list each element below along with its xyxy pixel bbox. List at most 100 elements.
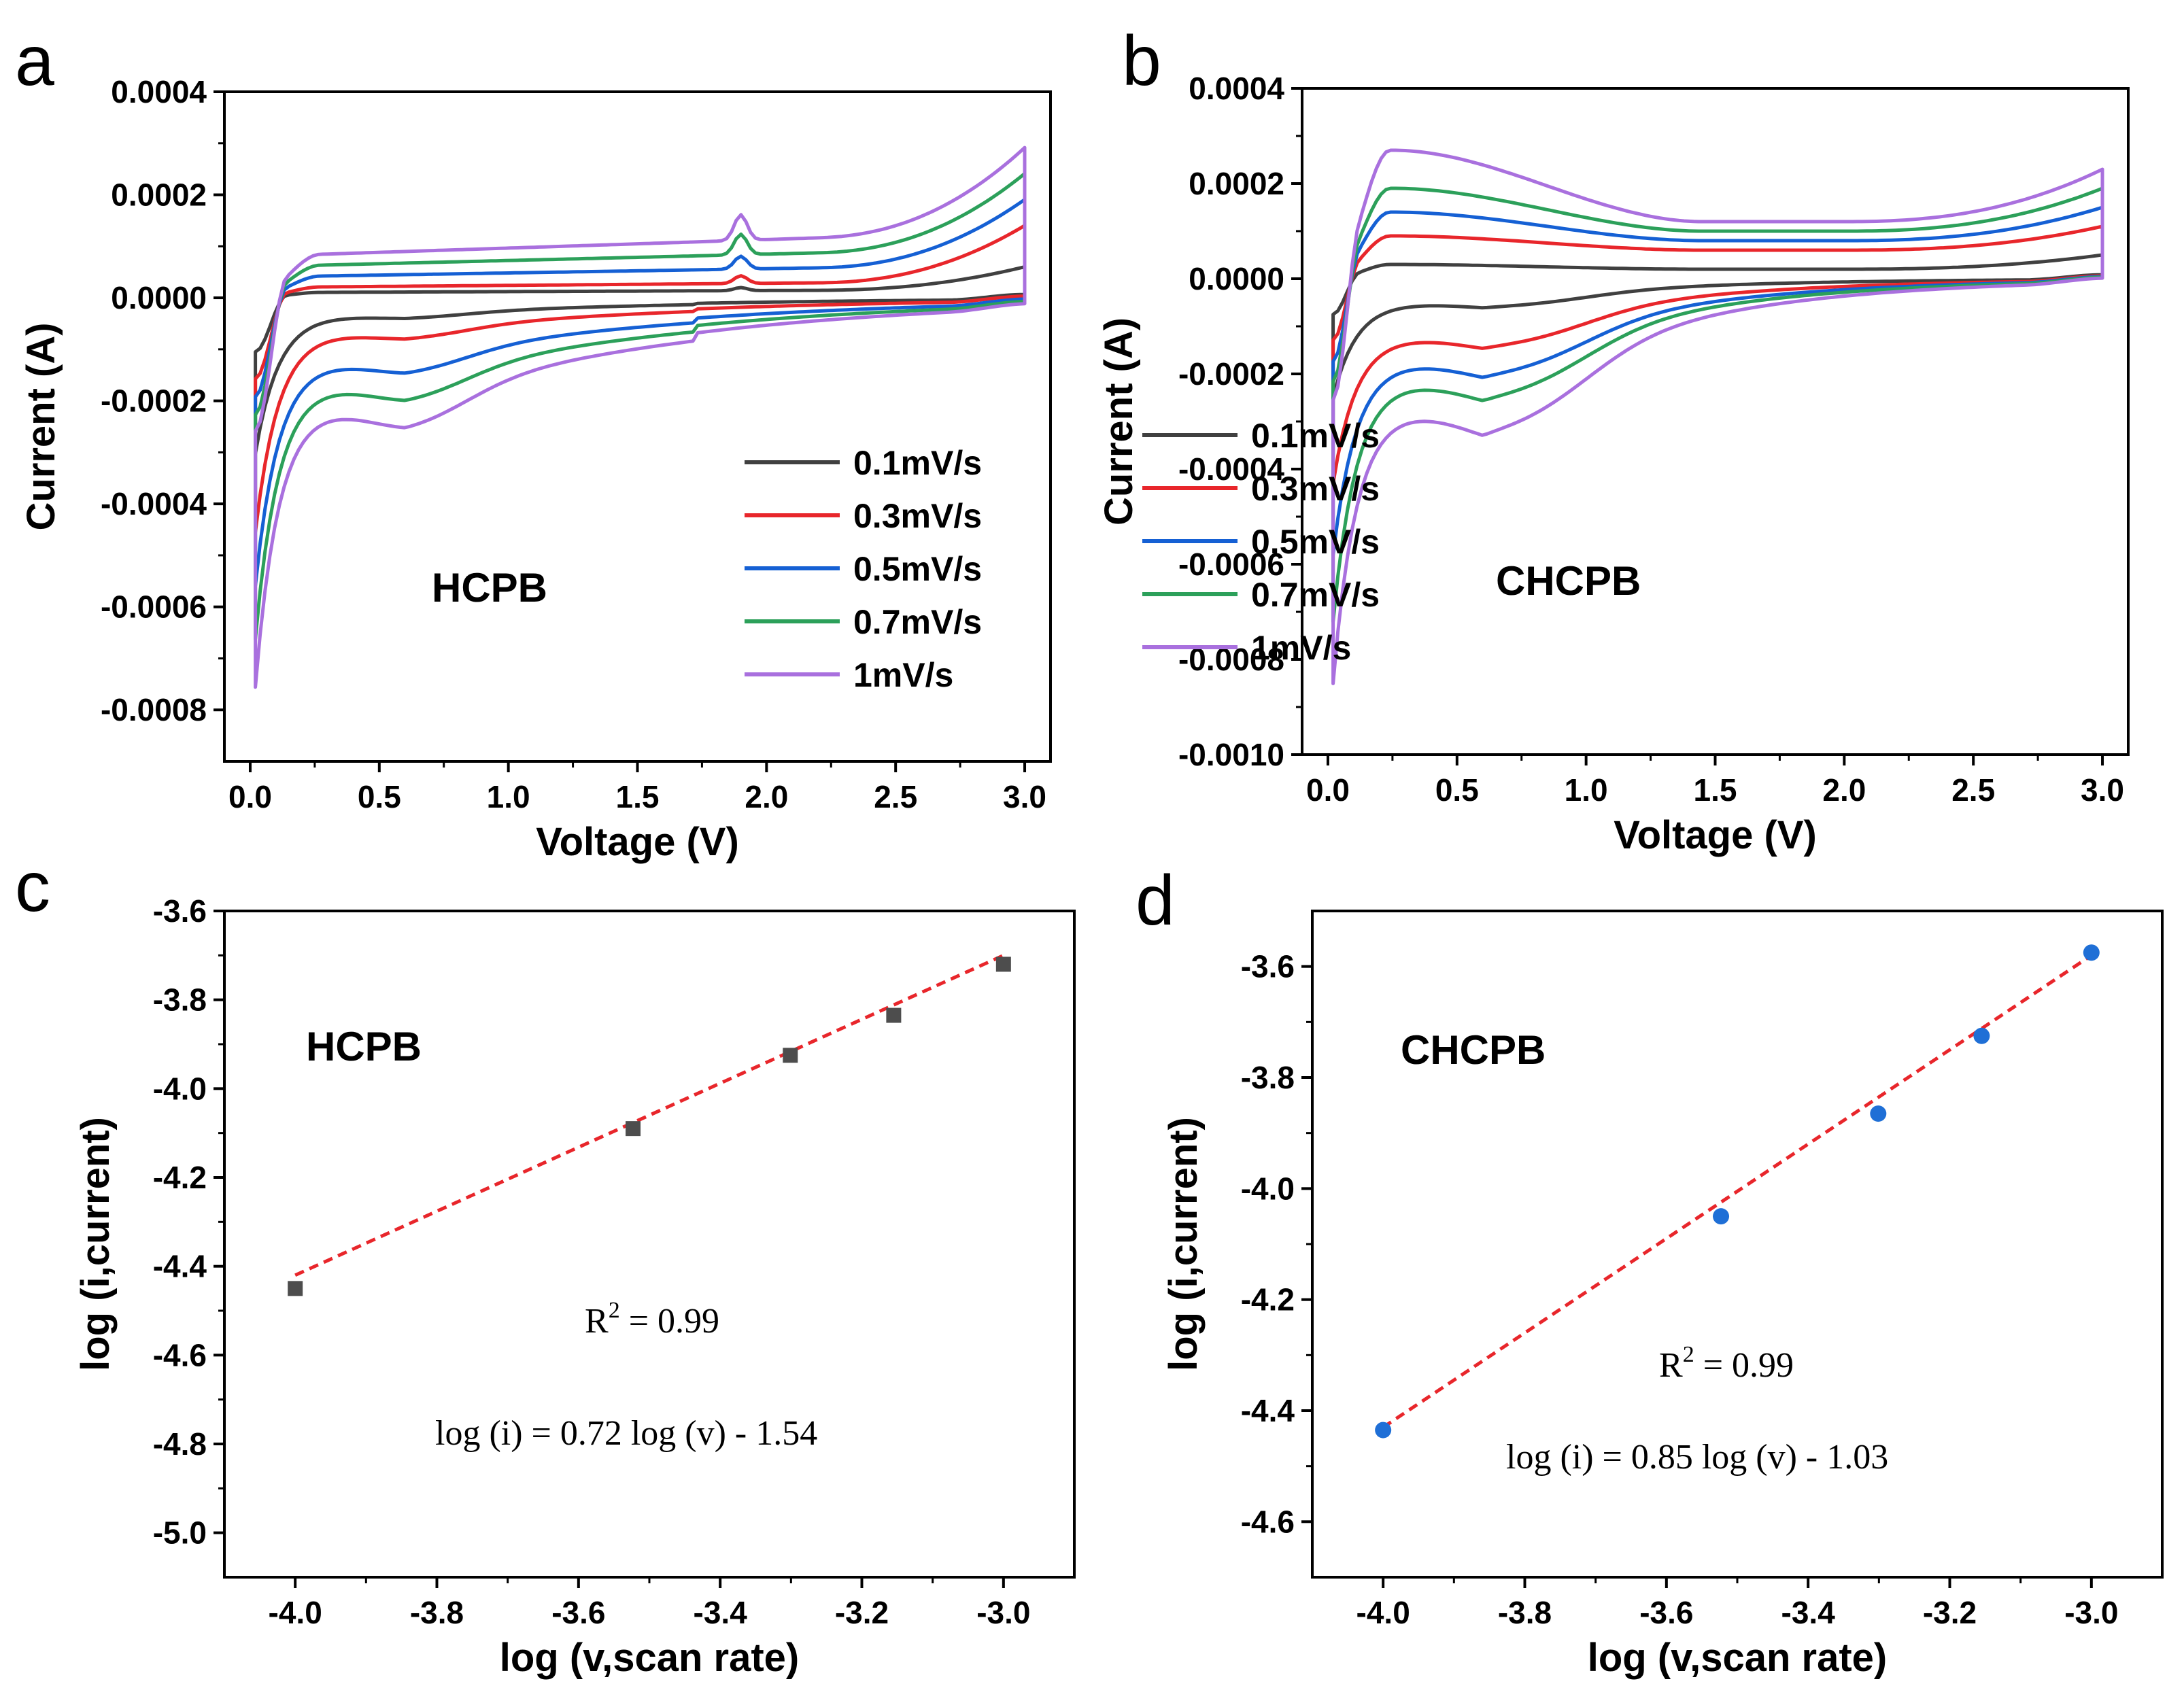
data-point [1870,1105,1887,1122]
fit-equation: log (i) = 0.72 log (v) - 1.54 [435,1414,817,1453]
data-point [288,1281,303,1296]
legend-label: 1mV/s [1251,629,1351,667]
panel-d: d -4.0 -3.8 -3.6 -3.4 -3.2 -3.0 -3.6 -3.8 -4.0 -4.… [1136,861,2164,1680]
y-tick-label: -4.6 [153,1337,207,1373]
sample-annotation: CHCPB [1496,558,1641,604]
fit-line [1382,954,2093,1429]
x-axis-label: Voltage (V) [1614,813,1817,857]
data-point [2083,944,2100,961]
panel-c: c -4.0 -3.8 -3.6 -3.4 -3.2 -3.0 -3.6 -3.8 -4.0 -4.… [15,848,1076,1680]
x-tick-label: 2.5 [1951,772,1995,808]
r-squared-label: R2 = 0.99 [1659,1342,1794,1385]
legend: 0.1mV/s 0.3mV/s 0.5mV/s 0.7mV/s 1mV/s [745,444,982,694]
x-tick-label: -3.0 [976,1595,1030,1630]
y-tick-label: -4.4 [1241,1393,1295,1428]
legend-label: 1mV/s [853,656,953,694]
x-tick-label: -3.6 [1639,1595,1693,1630]
legend-label: 0.7mV/s [1251,576,1380,614]
y-axis-label: log (i,current) [73,1117,118,1371]
y-tick-label: -4.6 [1241,1504,1295,1539]
panel-label-d: d [1136,861,1175,940]
x-tick-label: -3.2 [1923,1595,1977,1630]
r-squared-value: = 0.99 [620,1302,719,1341]
series-line-0.5mV/s [1331,205,2104,557]
legend-label: 0.3mV/s [1251,470,1380,508]
data-point [1375,1422,1392,1439]
y-tick-label: 0.0004 [111,74,207,109]
sample-annotation: HCPB [306,1024,422,1069]
x-tick-label: 1.0 [487,779,530,814]
data-point [995,957,1011,972]
legend-label: 0.3mV/s [853,497,982,535]
panel-label-c: c [15,848,50,927]
panel-label-a: a [15,22,54,101]
x-tick-label: -4.0 [1357,1595,1410,1630]
x-tick-label: 0.0 [1306,772,1350,808]
y-tick-label: -0.0004 [101,486,207,521]
panel-b: b 0.0 0.5 1.0 1.5 2.0 2.5 3.0 0.0004 0.0002 0.0000… [1097,22,2130,857]
y-tick-label: -0.0002 [101,383,207,419]
y-tick-label: -4.0 [1241,1171,1295,1206]
x-tick-label: -3.0 [2064,1595,2118,1630]
y-tick-label: -0.0006 [1178,547,1284,582]
data-point [626,1121,641,1137]
y-tick-label: -0.0004 [1178,451,1284,487]
series-line-0.7mV/s [1331,186,2104,623]
panel-a: a 0.0 0.5 1.0 1.5 2.0 2.5 3.0 0.0004 0.0002 0.0000… [15,22,1052,864]
legend-label: 0.5mV/s [1251,523,1380,561]
legend-label: 0.1mV/s [1251,417,1380,455]
x-tick-label: 3.0 [2081,772,2124,808]
x-tick-label: 3.0 [1003,779,1046,814]
legend-label: 0.5mV/s [853,550,982,588]
y-tick-label: 0.0000 [1189,261,1284,296]
x-tick-label: 0.0 [228,779,272,814]
series-line-0.1mV/s [1331,253,2104,400]
x-axis-label: log (v,scan rate) [1588,1636,1888,1680]
sample-annotation: CHCPB [1401,1027,1546,1073]
x-axis-label: Voltage (V) [536,820,739,864]
legend-label: 0.1mV/s [853,444,982,482]
data-point [783,1048,798,1063]
legend: 0.1mV/s 0.3mV/s 0.5mV/s 0.7mV/s 1mV/s [1142,417,1380,667]
y-tick-label: -4.0 [153,1071,207,1106]
y-tick-label: -4.2 [153,1160,207,1195]
panel-label-b: b [1122,22,1161,101]
x-axis-label: log (v,scan rate) [500,1636,800,1680]
x-tick-label: -3.2 [835,1595,889,1630]
plot-frame [223,910,1076,1579]
y-tick-label: -4.8 [153,1426,207,1462]
y-tick-label: -0.0002 [1178,356,1284,392]
r-squared-exponent: 2 [1683,1342,1694,1367]
y-tick-label: 0.0002 [1189,166,1284,201]
legend-label: 0.7mV/s [853,603,982,641]
x-tick-label: 0.5 [358,779,401,814]
data-point [886,1007,902,1023]
x-tick-label: -3.4 [694,1595,748,1630]
y-tick-label: -3.6 [153,893,207,929]
y-axis-label: Current (A) [19,322,63,530]
data-point [1713,1208,1730,1225]
y-tick-label: -0.0006 [101,589,207,625]
r-squared-symbol: R [585,1302,609,1341]
x-tick-label: 1.5 [616,779,660,814]
y-tick-label: 0.0002 [111,177,207,213]
y-tick-label: -5.0 [153,1515,207,1551]
r-squared-exponent: 2 [609,1298,620,1323]
y-tick-label: -0.0010 [1178,737,1284,772]
y-tick-label: -4.2 [1241,1282,1295,1317]
fit-line [294,954,1004,1277]
y-tick-label: -3.8 [153,982,207,1018]
x-tick-label: 2.0 [745,779,788,814]
x-tick-label: -3.6 [551,1595,605,1630]
r-squared-symbol: R [1659,1346,1683,1385]
r-squared-label: R2 = 0.99 [585,1298,719,1341]
y-axis-label: log (i,current) [1161,1117,1206,1371]
fit-equation: log (i) = 0.85 log (v) - 1.03 [1506,1438,1888,1477]
x-tick-label: 0.5 [1435,772,1479,808]
x-tick-label: -4.0 [269,1595,322,1630]
sample-annotation: HCPB [432,565,547,610]
r-squared-value: = 0.99 [1694,1346,1794,1385]
y-tick-label: 0.0004 [1189,71,1284,106]
series-line-0.1mV/s [254,265,1027,455]
